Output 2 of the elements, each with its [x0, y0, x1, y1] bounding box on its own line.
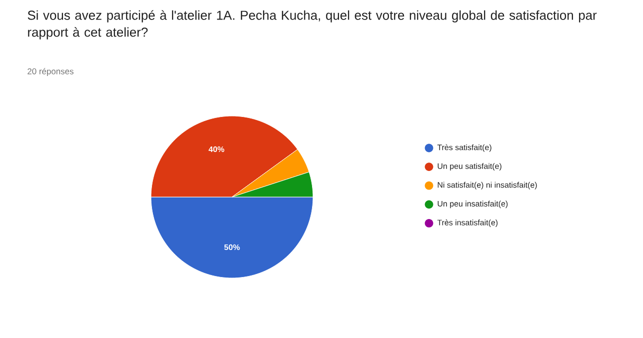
text: 20 réponses — [28, 68, 74, 76]
chart-title: Si vous avez participé à l'atelier 1A. Pecha Kucha, quel est votre niveau global de satisfaction par rapport à cet atelier? — [28, 10, 597, 40]
